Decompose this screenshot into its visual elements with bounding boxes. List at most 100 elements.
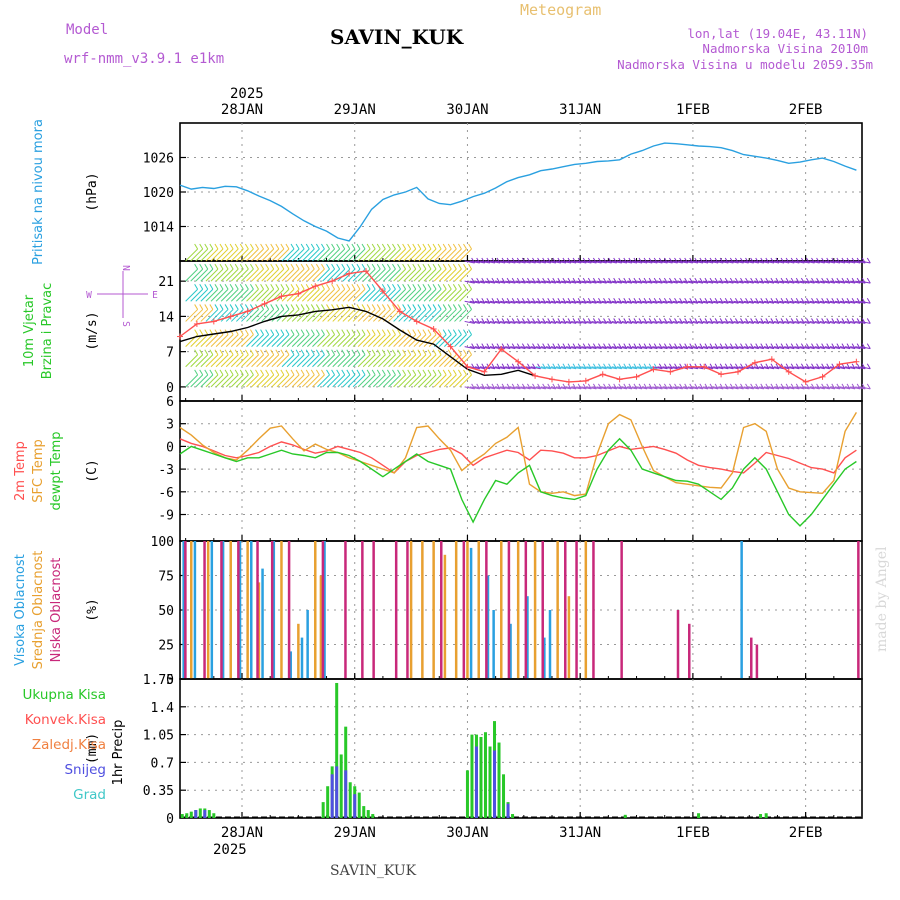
wind-barb-flag (356, 263, 361, 270)
wind-barb-flag (310, 243, 315, 250)
wind-barb (702, 280, 714, 284)
wind-barb (540, 300, 551, 304)
wind-barb (205, 354, 219, 368)
wind-barb-flag (361, 263, 366, 270)
wind-barb (586, 260, 597, 264)
wind-barb (362, 309, 376, 322)
cloud-bar (256, 541, 259, 679)
wind-barb-flag (194, 369, 199, 376)
wind-barb-flag (356, 349, 361, 356)
wind-barb (230, 374, 244, 388)
wind-barb (773, 366, 785, 370)
wind-barb (205, 248, 219, 262)
wind-barb (489, 386, 501, 390)
wind-barb (200, 354, 214, 368)
wind-barb (819, 300, 830, 304)
wind-barb (190, 268, 204, 282)
wind-barb-flag (275, 243, 280, 250)
wind-barb-flag (442, 284, 447, 290)
wind-barb (809, 386, 820, 390)
wind-barb (352, 288, 366, 302)
wind-barb-flag (422, 304, 427, 310)
wind-barb-flag (427, 304, 432, 310)
wind-barb (210, 309, 224, 322)
wind-barb (378, 334, 391, 347)
wind-barb-flag (463, 304, 467, 310)
wind-barb (571, 366, 582, 370)
wind-barb (535, 346, 546, 350)
wind-barb-flag (407, 329, 412, 335)
cloud-bar (272, 541, 276, 679)
wind-barb (505, 280, 516, 284)
wind-barb (505, 300, 516, 304)
wind-barb (677, 386, 688, 390)
wind-barb (748, 386, 759, 390)
wind-barb-flag (407, 263, 412, 270)
wind-barb (281, 334, 295, 347)
cloud-bar (524, 541, 528, 679)
wind-barb (839, 366, 851, 370)
wind-barb-flag (422, 243, 427, 250)
wind-barb (545, 386, 556, 390)
cloud-bar (287, 541, 291, 679)
wind-barb (804, 280, 815, 284)
wind-barb (591, 260, 602, 264)
wind-panel: 0 7 14 21 (m/s) 10m Vjetar Brzina i Pravac W E N S (22, 243, 871, 402)
wind-barb-flag (376, 369, 381, 376)
cloud-bar (321, 541, 325, 679)
wind-barb-flag (442, 263, 447, 270)
wind-barb (362, 248, 376, 262)
wind-barb (637, 280, 648, 284)
wind-barb (860, 386, 871, 390)
wind-barb-flag (351, 243, 356, 250)
wind-barb (672, 300, 683, 304)
wind-barb-flag (468, 329, 472, 335)
wind-barb (230, 268, 244, 282)
wind-barb-flag (285, 243, 290, 250)
wind-barb (443, 354, 457, 368)
wind-barb (307, 268, 320, 282)
cloud-bar (509, 623, 512, 679)
wind-barb (733, 366, 744, 370)
wind-barb (500, 260, 511, 264)
wind-barb-flag (310, 304, 315, 310)
wind-barb (677, 280, 688, 284)
wind-barb-flag (432, 263, 437, 270)
cloud-bar (250, 541, 253, 679)
wind-barb (327, 334, 341, 347)
precip-bar (764, 813, 768, 818)
wind-barb (692, 346, 704, 350)
wind-barb (814, 386, 825, 390)
wind-barb-flag (275, 329, 280, 335)
wind-barb-flag (402, 304, 407, 310)
wind-barb (372, 374, 386, 388)
wind-barb (672, 260, 683, 264)
wind-barb (378, 248, 391, 262)
wind-barb (530, 280, 541, 284)
wind-barb (616, 366, 627, 370)
precip-ytick-label: 0.7 (151, 756, 174, 771)
wind-barb (530, 260, 541, 264)
wind-barb-flag (295, 369, 300, 376)
wind-barb (210, 248, 224, 262)
wind-barb (301, 334, 315, 347)
wind-barb (626, 366, 638, 370)
wind-barb-flag (468, 304, 472, 310)
wind-barb-flag (866, 363, 871, 370)
wind-barb (190, 354, 204, 368)
wind-barb (241, 334, 254, 347)
wind-barb (708, 366, 719, 370)
wind-barb-flag (255, 329, 259, 335)
wind-barb (631, 260, 643, 264)
wind-barb (768, 366, 780, 370)
wind-barb-flag (239, 243, 244, 250)
compass-letter: E (152, 290, 158, 301)
wind-barb-flag (290, 243, 295, 250)
cloud-panel: 0 25 50 75 100 (%) Visoka Oblacnost Srednja Obl… (13, 535, 863, 688)
wind-barb (479, 346, 490, 350)
wind-barb-flag (457, 304, 462, 310)
wind-barb-flag (285, 329, 290, 335)
precip-bar (344, 770, 348, 818)
precip-bar (362, 806, 366, 818)
wind-barb (631, 300, 643, 304)
